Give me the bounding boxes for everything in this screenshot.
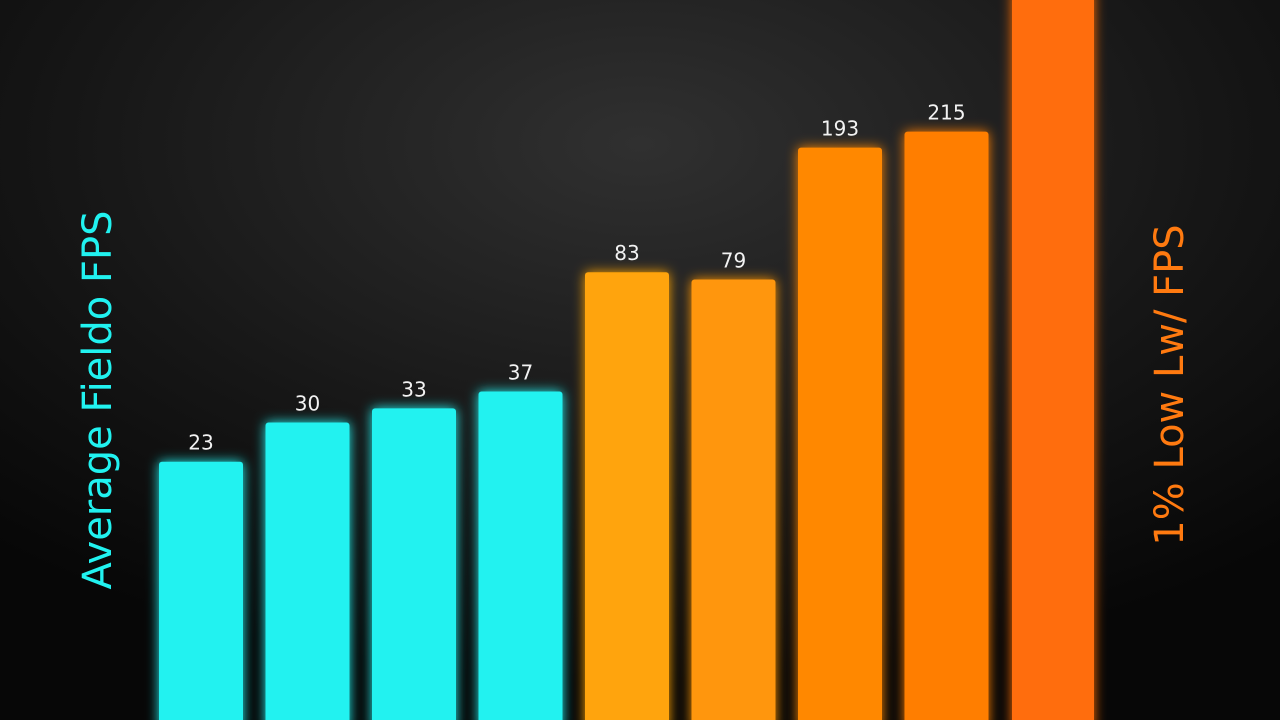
bar xyxy=(478,391,563,720)
bar xyxy=(159,461,243,720)
value-label: 33 xyxy=(401,377,426,401)
bar xyxy=(691,279,776,720)
series-title: 1% Low Lw/ FPS xyxy=(1147,224,1193,545)
bar xyxy=(585,272,669,720)
value-label: 83 xyxy=(614,241,639,265)
value-label: 23 xyxy=(188,431,213,455)
value-label: 37 xyxy=(508,361,533,385)
decorative-bar xyxy=(1012,0,1094,720)
value-label: 193 xyxy=(821,117,859,141)
value-label: 79 xyxy=(721,249,746,273)
bar xyxy=(265,422,350,720)
bar xyxy=(372,408,456,720)
plot: 23 30 33 37 83 79 193 215 xyxy=(159,101,989,720)
value-label: 30 xyxy=(295,391,320,415)
value-label: 215 xyxy=(927,101,965,125)
bar xyxy=(904,131,989,720)
series-title: Average Fieldo FPS xyxy=(75,210,121,589)
bar xyxy=(798,147,882,720)
